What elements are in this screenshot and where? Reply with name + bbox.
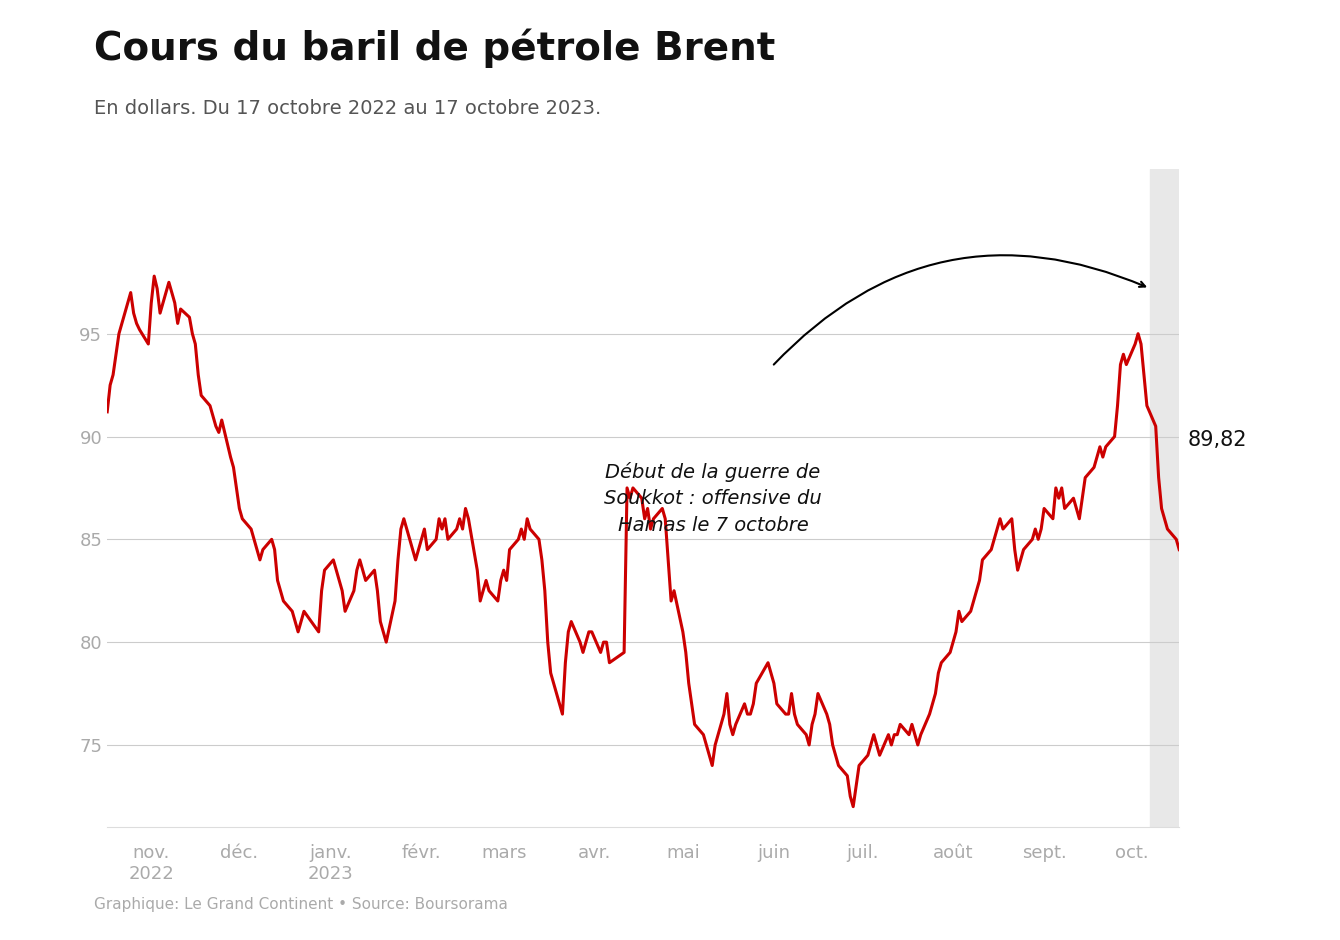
Text: août: août bbox=[933, 844, 973, 862]
Text: Cours du baril de pétrole Brent: Cours du baril de pétrole Brent bbox=[94, 28, 775, 68]
Text: déc.: déc. bbox=[220, 844, 259, 862]
Text: juin: juin bbox=[757, 844, 791, 862]
Text: juil.: juil. bbox=[846, 844, 878, 862]
Text: Début de la guerre de
Soukkot : offensive du
Hamas le 7 octobre: Début de la guerre de Soukkot : offensiv… bbox=[604, 462, 821, 535]
Text: En dollars. Du 17 octobre 2022 au 17 octobre 2023.: En dollars. Du 17 octobre 2022 au 17 oct… bbox=[94, 99, 602, 118]
Text: avr.: avr. bbox=[578, 844, 611, 862]
Text: 89,82: 89,82 bbox=[1189, 431, 1248, 450]
Text: sept.: sept. bbox=[1021, 844, 1067, 862]
Text: févr.: févr. bbox=[402, 844, 441, 862]
Text: 2022: 2022 bbox=[129, 865, 174, 883]
Text: nov.: nov. bbox=[133, 844, 170, 862]
Text: oct.: oct. bbox=[1115, 844, 1148, 862]
Text: mai: mai bbox=[666, 844, 699, 862]
Text: Graphique: Le Grand Continent • Source: Boursorama: Graphique: Le Grand Continent • Source: … bbox=[94, 897, 508, 912]
Bar bbox=[1150, 169, 1179, 827]
Text: 2023: 2023 bbox=[308, 865, 354, 883]
Text: mars: mars bbox=[481, 844, 527, 862]
Text: janv.: janv. bbox=[310, 844, 351, 862]
